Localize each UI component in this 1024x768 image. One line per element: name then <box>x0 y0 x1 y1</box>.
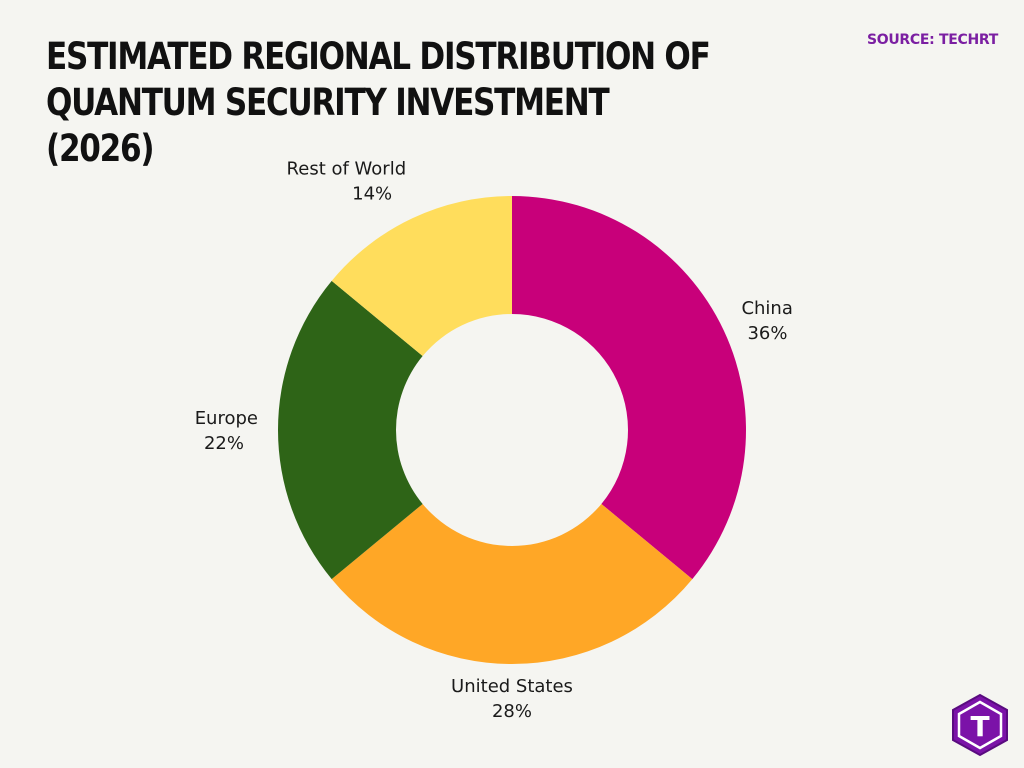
slice-labels: China 36% United States 28% Europe 22% Rest of… <box>195 159 793 722</box>
source-credit: SOURCE: TECHRT <box>866 32 998 48</box>
label-china-value: 36% <box>747 323 787 344</box>
chart-title: ESTIMATED REGIONAL DISTRIBUTION OF QUANT… <box>46 35 711 170</box>
label-rest-of-world-name: Rest of World <box>287 159 407 180</box>
slice-europe <box>278 280 423 580</box>
label-europe-name: Europe <box>195 408 258 429</box>
label-europe-value: 22% <box>204 433 244 454</box>
label-united-states-name: United States <box>451 676 573 697</box>
label-china-name: China <box>741 298 792 319</box>
slice-united-states <box>331 503 693 664</box>
logo-letter: T <box>970 710 989 743</box>
techrt-logo-icon: T <box>952 693 1008 757</box>
label-rest-of-world-value: 14% <box>352 184 392 205</box>
slice-rest-of-world <box>331 196 512 357</box>
label-united-states-value: 28% <box>492 701 532 722</box>
slice-china <box>512 196 746 580</box>
donut-slices <box>278 196 746 664</box>
